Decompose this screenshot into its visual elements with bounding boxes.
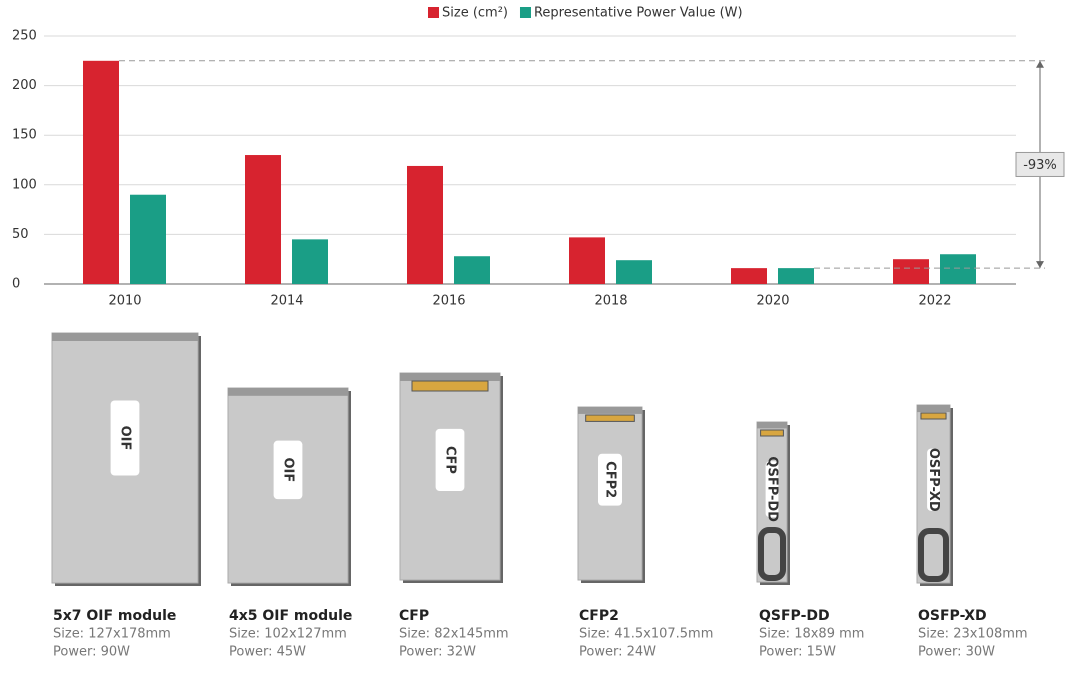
legend-swatch — [428, 7, 439, 18]
module-label-bg — [110, 400, 140, 476]
bar — [778, 268, 814, 284]
y-tick-label: 200 — [12, 78, 37, 93]
x-tick-label: 2018 — [594, 294, 627, 309]
module-label: OIF — [281, 458, 296, 483]
module-top — [228, 388, 348, 396]
module-size: Size: 41.5x107.5mm — [579, 627, 713, 642]
bar — [569, 237, 605, 284]
module-label-bg — [927, 448, 940, 511]
bar — [245, 155, 281, 284]
module-power: Power: 24W — [579, 645, 656, 660]
module-name: 5x7 OIF module — [53, 608, 176, 624]
module-size: Size: 82x145mm — [399, 627, 509, 642]
annotation: -93% — [1023, 158, 1057, 173]
x-tick-label: 2014 — [270, 294, 303, 309]
module-name: CFP — [399, 608, 429, 624]
module-top — [917, 405, 950, 413]
connector — [760, 429, 784, 437]
module-label: CFP2 — [603, 461, 618, 498]
annotation-box — [1015, 151, 1065, 177]
module-label: QSFP-DD — [765, 456, 780, 522]
bar — [731, 268, 767, 284]
bar — [292, 239, 328, 284]
connector — [920, 412, 947, 420]
y-tick-label: 250 — [12, 29, 37, 44]
module-label-bg — [765, 461, 779, 518]
module-name: OSFP-XD — [918, 608, 987, 624]
module-top — [578, 407, 642, 414]
module-label-bg — [598, 453, 622, 506]
bar — [454, 256, 490, 284]
bar — [130, 194, 166, 284]
latch — [918, 528, 949, 582]
legend-label: Representative Power Value (W) — [534, 6, 743, 21]
bar — [616, 260, 652, 284]
y-tick-label: 50 — [12, 227, 29, 242]
module-power: Power: 30W — [918, 645, 995, 660]
module-power: Power: 90W — [53, 645, 130, 660]
module-size: Size: 18x89 mm — [759, 627, 864, 642]
arrow-head — [1036, 60, 1044, 68]
bar — [83, 60, 119, 284]
x-tick-label: 2022 — [918, 294, 951, 309]
module-label: OIF — [118, 426, 133, 451]
module-size: Size: 102x127mm — [229, 627, 347, 642]
module-top — [757, 422, 787, 429]
arrow-head — [1036, 261, 1044, 269]
legend-swatch — [519, 7, 531, 18]
module-top — [52, 333, 198, 341]
bar — [893, 259, 929, 284]
connector — [585, 414, 635, 422]
module-size: Size: 23x108mm — [918, 627, 1028, 642]
module-power: Power: 15W — [759, 645, 836, 660]
module-label: OSFP-XD — [926, 448, 941, 512]
module-size: Size: 127x178mm — [53, 627, 171, 642]
module-name: CFP2 — [579, 608, 619, 624]
y-tick-label: 0 — [12, 277, 20, 292]
legend-label: Size (cm²) — [442, 6, 508, 21]
connector — [411, 380, 489, 392]
module-power: Power: 45W — [229, 645, 306, 660]
x-tick-label: 2010 — [108, 294, 141, 309]
module-label-bg — [273, 440, 303, 500]
module-label-bg — [435, 428, 465, 491]
y-tick-label: 150 — [12, 128, 37, 143]
x-tick-label: 2016 — [432, 294, 465, 309]
module-power: Power: 32W — [399, 645, 476, 660]
bar — [407, 165, 443, 284]
latch — [758, 527, 786, 581]
x-tick-label: 2020 — [756, 294, 789, 309]
module-name: QSFP-DD — [759, 608, 830, 624]
module-label: CFP — [443, 446, 458, 474]
module-top — [400, 373, 500, 381]
y-tick-label: 100 — [12, 177, 37, 192]
bar — [940, 254, 976, 284]
module-name: 4x5 OIF module — [229, 608, 352, 624]
